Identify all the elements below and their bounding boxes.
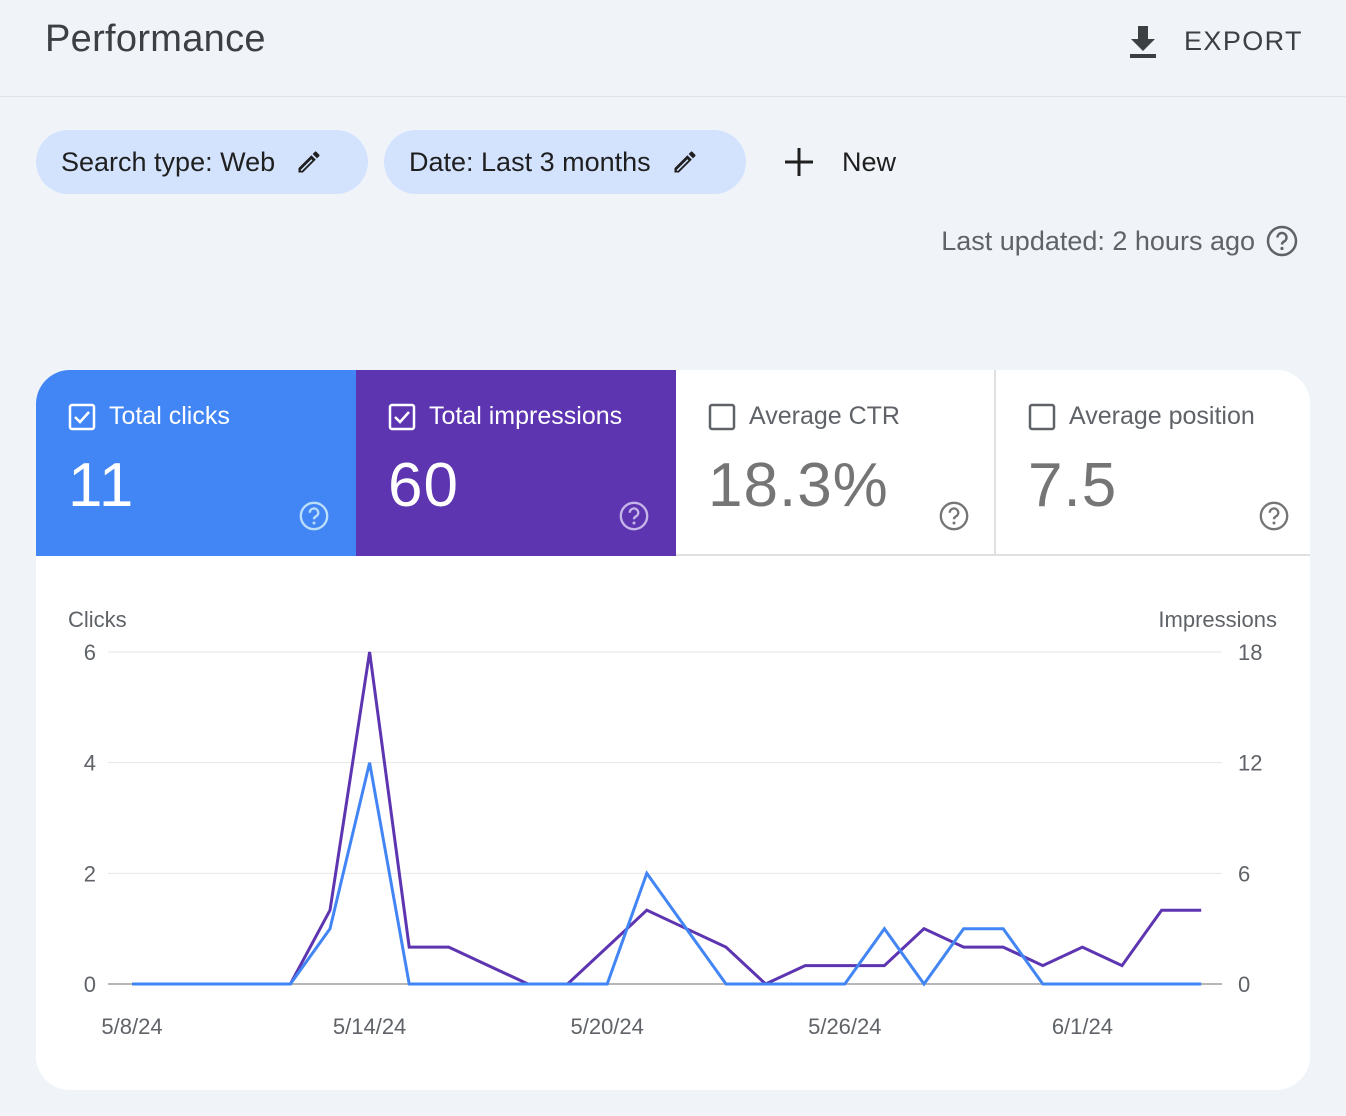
- metric-total-clicks[interactable]: Total clicks 11: [36, 370, 356, 556]
- new-filter-button[interactable]: New: [782, 130, 896, 194]
- export-label: EXPORT: [1184, 25, 1303, 56]
- last-updated: Last updated: 2 hours ago: [941, 224, 1299, 258]
- search-type-filter-chip[interactable]: Search type: Web: [36, 130, 368, 194]
- metric-label: Total clicks: [109, 402, 230, 430]
- edit-pencil-icon[interactable]: [671, 148, 699, 176]
- help-icon[interactable]: [618, 500, 650, 532]
- checkbox-checked-icon[interactable]: [388, 403, 416, 431]
- metric-average-position[interactable]: Average position 7.5: [996, 370, 1310, 556]
- x-tick-label: 6/1/24: [1052, 1014, 1113, 1039]
- checkbox-checked-icon[interactable]: [68, 403, 96, 431]
- x-tick-label: 5/8/24: [101, 1014, 162, 1039]
- last-updated-text: Last updated: 2 hours ago: [941, 225, 1255, 256]
- help-icon[interactable]: [1265, 224, 1299, 258]
- checkbox-unchecked-icon[interactable]: [708, 403, 736, 431]
- download-icon: [1130, 26, 1156, 58]
- performance-card: Total clicks 11 Total impressions 60 Ave…: [36, 370, 1310, 1090]
- page-header: Performance EXPORT: [0, 0, 1346, 97]
- metric-average-ctr[interactable]: Average CTR 18.3%: [676, 370, 996, 556]
- y-tick-right: 0: [1238, 972, 1250, 997]
- search-type-filter-label: Search type: Web: [61, 146, 276, 177]
- plus-icon: [785, 148, 813, 176]
- y-axis-left-title: Clicks: [68, 607, 127, 632]
- metric-label: Average CTR: [749, 402, 900, 430]
- y-tick-left: 6: [84, 640, 96, 665]
- checkbox-unchecked-icon[interactable]: [1028, 403, 1056, 431]
- y-tick-left: 2: [84, 861, 96, 886]
- metric-value: 18.3%: [708, 451, 889, 520]
- y-tick-right: 12: [1238, 751, 1262, 776]
- date-filter-label: Date: Last 3 months: [409, 146, 651, 177]
- metric-value: 7.5: [1028, 451, 1118, 520]
- metric-label: Total impressions: [429, 402, 623, 430]
- metric-label: Average position: [1069, 402, 1255, 430]
- edit-pencil-icon[interactable]: [295, 148, 323, 176]
- performance-chart: Clicks Impressions 0 2 4 6 0 6 12 18 5/8/24 5/14/24…: [68, 607, 1277, 1039]
- y-tick-left: 0: [84, 972, 96, 997]
- y-axis-right-title: Impressions: [1158, 607, 1277, 632]
- metric-value: 11: [68, 451, 135, 520]
- export-button[interactable]: EXPORT: [1120, 16, 1310, 66]
- page-title: Performance: [45, 18, 266, 60]
- series-line-impressions: [132, 651, 1202, 986]
- metric-value: 60: [388, 451, 459, 520]
- date-filter-chip[interactable]: Date: Last 3 months: [384, 130, 746, 194]
- new-filter-label: New: [842, 146, 897, 177]
- x-tick-label: 5/26/24: [808, 1014, 881, 1039]
- series-line-clicks: [132, 762, 1202, 987]
- help-icon[interactable]: [298, 500, 330, 532]
- x-tick-label: 5/14/24: [333, 1014, 406, 1039]
- y-tick-left: 4: [84, 751, 96, 776]
- metric-total-impressions[interactable]: Total impressions 60: [356, 370, 676, 556]
- y-tick-right: 18: [1238, 640, 1262, 665]
- help-icon[interactable]: [1258, 500, 1290, 532]
- y-tick-right: 6: [1238, 861, 1250, 886]
- help-icon[interactable]: [938, 500, 970, 532]
- x-tick-label: 5/20/24: [570, 1014, 643, 1039]
